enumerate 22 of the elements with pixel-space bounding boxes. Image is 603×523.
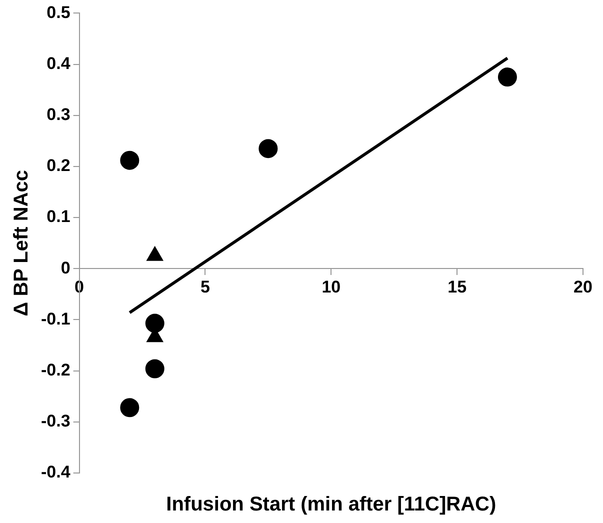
x-axis-title: Infusion Start (min after [11C]RAC) [166,494,496,516]
point [498,68,517,87]
point [120,398,140,418]
point [120,150,140,170]
y-tick-label: 0.2 [46,156,70,176]
point [145,359,164,378]
y-axis-title: Δ BP Left NAcc [10,170,33,316]
y-tick-label: -0.1 [40,309,70,328]
y-tick-label: 0.4 [46,54,71,73]
x-tick-label: 20 [574,278,592,297]
x-tick-label: 5 [200,278,210,297]
point [145,314,164,333]
x-tick-label: 10 [322,278,341,297]
y-tick-label: 0.5 [46,2,70,22]
y-tick-label: 0 [60,258,70,278]
point [258,139,278,158]
x-tick-label: 15 [448,278,467,297]
y-tick-label: 0.3 [46,105,70,124]
y-tick-label: 0.1 [46,207,70,226]
y-tick-label: -0.3 [40,412,70,431]
y-tick-label: -0.2 [40,360,70,380]
y-tick-label: -0.4 [40,462,71,482]
